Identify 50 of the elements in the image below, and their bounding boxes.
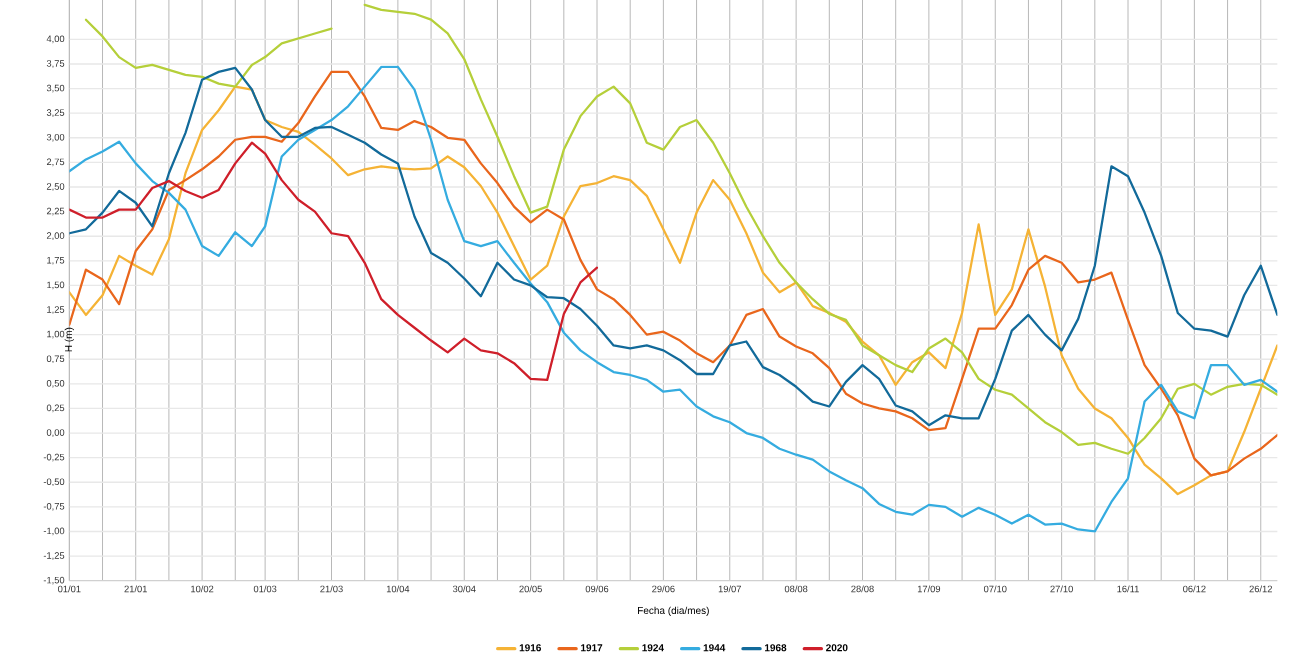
y-tick-label: 0,00 xyxy=(46,429,65,437)
y-tick-label: -1,25 xyxy=(43,552,65,560)
y-tick-label: 1,00 xyxy=(47,330,65,339)
y-tick-label: -1,00 xyxy=(43,527,65,536)
x-tick-label: 29/06 xyxy=(652,585,675,593)
y-tick-label: 1,50 xyxy=(47,281,65,290)
y-tick-label: 1,75 xyxy=(47,257,65,265)
legend-label: 1944 xyxy=(703,644,726,652)
x-tick-label: 06/12 xyxy=(1183,585,1206,593)
x-tick-label: 28/08 xyxy=(851,585,874,593)
y-tick-label: 2,25 xyxy=(46,207,65,216)
legend-label: 1968 xyxy=(765,644,787,652)
x-tick-label: 16/11 xyxy=(1117,585,1139,593)
x-tick-label: 01/01 xyxy=(58,585,81,593)
legend-label: 1916 xyxy=(519,644,542,652)
y-tick-label: 2,75 xyxy=(46,158,65,167)
legend-label: 1917 xyxy=(581,644,603,652)
x-tick-label: 17/09 xyxy=(917,585,941,593)
y-tick-label: 4,00 xyxy=(46,35,65,44)
x-tick-label: 07/10 xyxy=(983,585,1007,593)
x-tick-label: 21/01 xyxy=(124,585,147,593)
legend-label: 2020 xyxy=(826,644,848,652)
x-tick-label: 09/06 xyxy=(585,585,609,593)
y-tick-label: -1,50 xyxy=(43,576,65,585)
y-axis-title: H (m) xyxy=(64,327,74,352)
y-tick-label: 2,50 xyxy=(46,183,65,191)
y-tick-label: 2,00 xyxy=(46,232,65,241)
y-tick-label: 0,50 xyxy=(46,379,65,388)
y-tick-label: 0,75 xyxy=(46,355,65,364)
y-tick-label: 3,75 xyxy=(46,60,65,68)
x-tick-label: 26/12 xyxy=(1249,585,1272,593)
y-tick-label: -0,75 xyxy=(43,503,65,511)
x-tick-label: 19/07 xyxy=(718,585,741,593)
y-tick-label: -0,50 xyxy=(43,478,65,487)
y-tick-label: 0,25 xyxy=(46,404,65,413)
x-tick-label: 30/04 xyxy=(452,585,476,593)
y-tick-label: -0,25 xyxy=(43,453,65,462)
x-axis-title: Fecha (dia/mes) xyxy=(638,606,709,616)
y-tick-label: 1,25 xyxy=(47,306,65,314)
y-tick-label: 3,00 xyxy=(46,133,65,142)
x-tick-label: 10/02 xyxy=(191,585,214,593)
x-tick-label: 20/05 xyxy=(519,585,542,593)
y-tick-label: 3,25 xyxy=(46,109,65,118)
x-tick-label: 01/03 xyxy=(253,585,277,593)
x-tick-label: 08/08 xyxy=(784,585,808,593)
y-tick-label: 3,50 xyxy=(46,84,65,93)
x-tick-label: 10/04 xyxy=(386,585,410,593)
legend-label: 1924 xyxy=(642,644,664,652)
x-tick-label: 27/10 xyxy=(1050,585,1073,593)
x-tick-label: 21/03 xyxy=(320,585,343,593)
